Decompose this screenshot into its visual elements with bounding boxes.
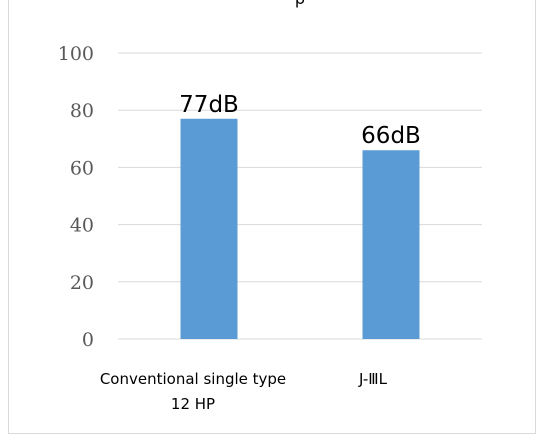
data-labels: 77dB 66dB <box>179 92 421 149</box>
y-tick-label: 20 <box>70 272 94 294</box>
category-label: 12 HP <box>171 395 215 413</box>
category-label: J-ⅢL <box>358 370 388 388</box>
y-tick-label: 100 <box>58 43 94 65</box>
bars <box>180 118 420 339</box>
y-tick-label: 40 <box>70 215 94 237</box>
bar <box>180 118 238 339</box>
data-label: 77dB <box>179 92 239 118</box>
y-axis-ticks: 0 20 40 60 80 100 <box>58 43 94 351</box>
gridlines <box>118 52 482 340</box>
category-label: Conventional single type <box>100 370 286 388</box>
data-label: 66dB <box>361 123 421 149</box>
y-tick-label: 60 <box>70 157 94 179</box>
bar <box>362 150 420 339</box>
chart-title: p <box>295 0 305 8</box>
category-labels: Conventional single type 12 HP J-ⅢL <box>100 370 388 413</box>
y-tick-label: 0 <box>82 329 94 351</box>
chart-frame <box>8 0 536 434</box>
y-tick-label: 80 <box>70 100 94 122</box>
